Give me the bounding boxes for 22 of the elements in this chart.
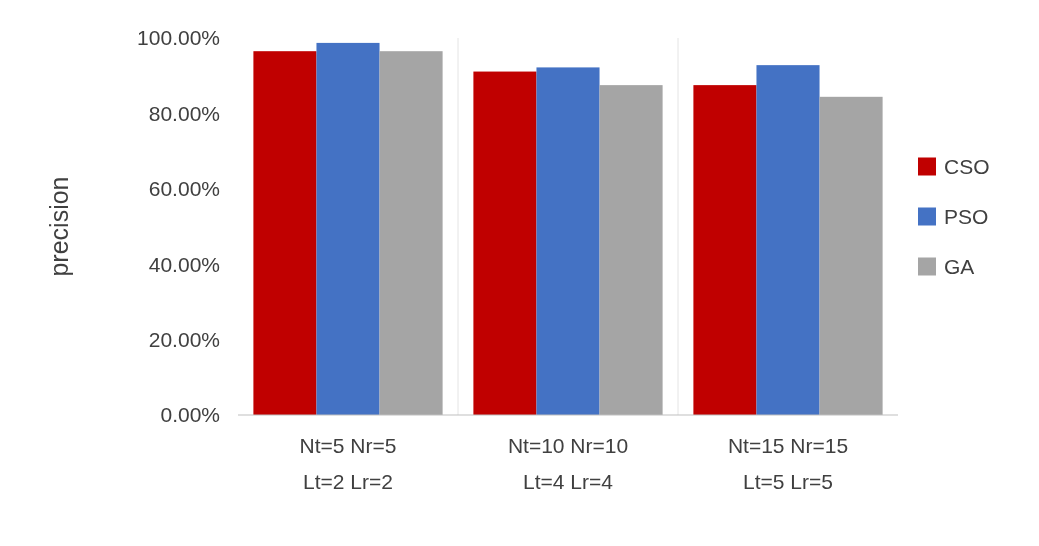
y-tick-label: 100.00% <box>137 26 220 50</box>
y-axis-title: precision <box>45 176 73 277</box>
bar <box>379 51 443 415</box>
bar <box>756 65 820 415</box>
bar <box>536 67 600 415</box>
y-tick-label: 0.00% <box>160 403 220 427</box>
y-tick-label: 60.00% <box>148 177 220 201</box>
legend-label: CSO <box>944 154 990 178</box>
bar <box>599 85 663 415</box>
bar <box>316 42 380 415</box>
x-tick-label: Nt=10 Nr=10 Lt=4 Lr=4 <box>507 434 629 493</box>
y-tick-label: 40.00% <box>148 252 220 276</box>
x-tick-label: Nt=5 Nr=5 Lt=2 Lr=2 <box>299 434 397 493</box>
bar <box>693 85 757 415</box>
legend-label: GA <box>944 254 975 278</box>
bar <box>473 71 537 415</box>
y-tick-label: 20.00% <box>148 327 220 351</box>
bar <box>819 96 883 415</box>
bar <box>253 51 317 415</box>
legend-label: PSO <box>944 204 989 228</box>
y-tick-label: 80.00% <box>148 101 220 125</box>
x-tick-label: Nt=15 Nr=15 Lt=5 Lr=5 <box>727 434 849 493</box>
